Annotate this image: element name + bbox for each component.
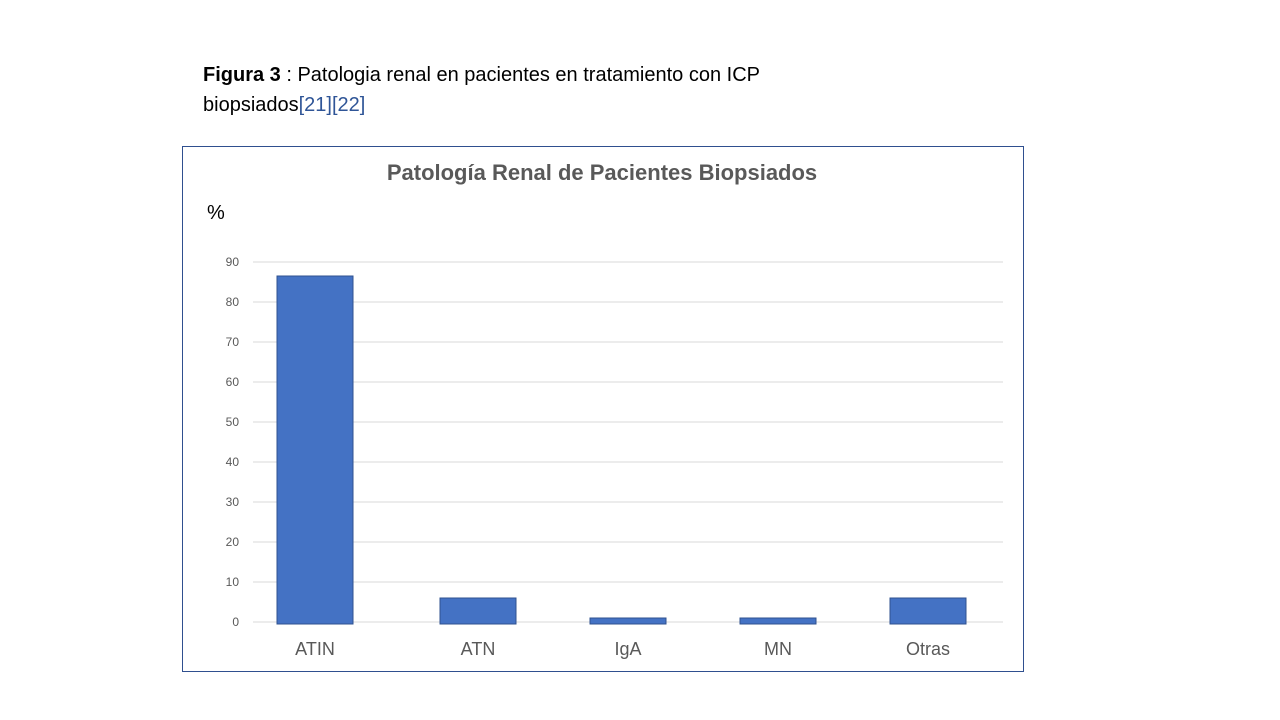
x-tick-label-atin: ATIN <box>295 639 335 659</box>
caption-separator: : <box>280 64 298 86</box>
y-tick-label-10: 10 <box>226 575 240 589</box>
caption-line-2: biopsiados[21][22] <box>203 90 903 120</box>
caption-text: Patologia renal en pacientes en tratamie… <box>297 64 760 86</box>
bar-mn <box>739 617 817 625</box>
bar-atn <box>439 597 517 625</box>
x-tick-label-iga: IgA <box>614 639 641 659</box>
caption-line-1: Figura 3 : Patologia renal en pacientes … <box>203 60 903 90</box>
caption-label: Figura 3 <box>203 64 281 86</box>
y-tick-label-90: 90 <box>226 255 240 269</box>
x-tick-label-mn: MN <box>764 639 792 659</box>
y-tick-label-80: 80 <box>226 295 240 309</box>
y-tick-label-0: 0 <box>232 615 239 629</box>
y-tick-label-70: 70 <box>226 335 240 349</box>
caption-text-2: biopsiados <box>203 94 299 116</box>
x-tick-label-otras: Otras <box>906 639 950 659</box>
bar-otras <box>889 597 967 625</box>
y-tick-label-40: 40 <box>226 455 240 469</box>
caption-references[interactable]: [21][22] <box>298 94 366 116</box>
bar-iga <box>589 617 667 625</box>
y-tick-label-30: 30 <box>226 495 240 509</box>
y-tick-label-50: 50 <box>226 415 240 429</box>
figure-caption: Figura 3 : Patologia renal en pacientes … <box>203 60 903 120</box>
y-tick-label-60: 60 <box>226 375 240 389</box>
chart-title: Patología Renal de Pacientes Biopsiados <box>387 160 817 185</box>
y-tick-label-20: 20 <box>226 535 240 549</box>
y-axis-label: % <box>207 202 225 224</box>
bar-atin <box>276 275 354 625</box>
x-tick-label-atn: ATN <box>461 639 496 659</box>
